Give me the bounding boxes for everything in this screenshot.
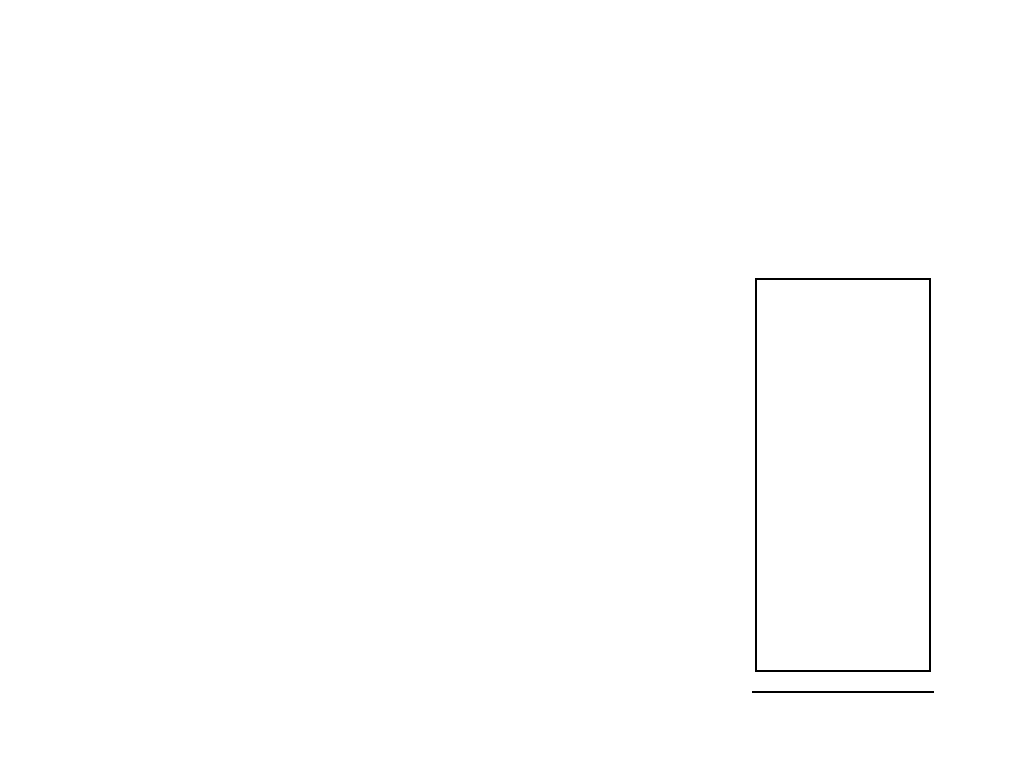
ptype-note [752, 697, 934, 702]
ptype-heading [752, 688, 934, 693]
indices-panel [755, 278, 931, 672]
ptype-panel [752, 688, 934, 702]
